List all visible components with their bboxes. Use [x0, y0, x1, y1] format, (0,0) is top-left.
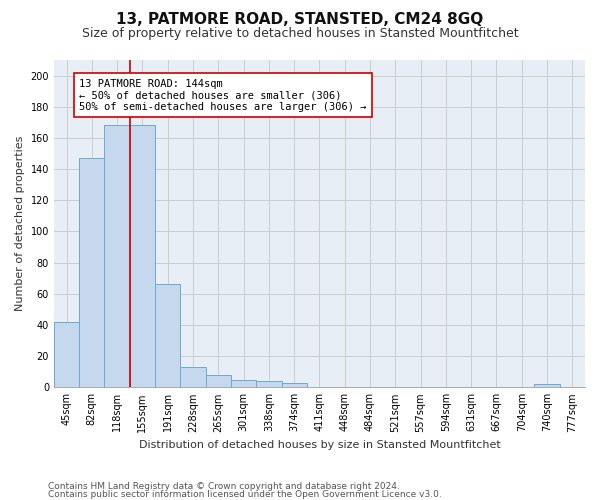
Text: Contains public sector information licensed under the Open Government Licence v3: Contains public sector information licen… — [48, 490, 442, 499]
Bar — [130, 126, 155, 388]
Bar — [231, 380, 256, 388]
Bar — [79, 158, 104, 388]
X-axis label: Distribution of detached houses by size in Stansted Mountfitchet: Distribution of detached houses by size … — [139, 440, 500, 450]
Bar — [155, 284, 181, 388]
Bar — [54, 322, 79, 388]
Bar — [256, 381, 281, 388]
Text: 13, PATMORE ROAD, STANSTED, CM24 8GQ: 13, PATMORE ROAD, STANSTED, CM24 8GQ — [116, 12, 484, 28]
Bar — [104, 126, 130, 388]
Text: Contains HM Land Registry data © Crown copyright and database right 2024.: Contains HM Land Registry data © Crown c… — [48, 482, 400, 491]
Text: Size of property relative to detached houses in Stansted Mountfitchet: Size of property relative to detached ho… — [82, 28, 518, 40]
Bar — [181, 367, 206, 388]
Y-axis label: Number of detached properties: Number of detached properties — [15, 136, 25, 312]
Bar — [206, 375, 231, 388]
Bar — [281, 382, 307, 388]
Bar — [535, 384, 560, 388]
Text: 13 PATMORE ROAD: 144sqm
← 50% of detached houses are smaller (306)
50% of semi-d: 13 PATMORE ROAD: 144sqm ← 50% of detache… — [79, 78, 367, 112]
